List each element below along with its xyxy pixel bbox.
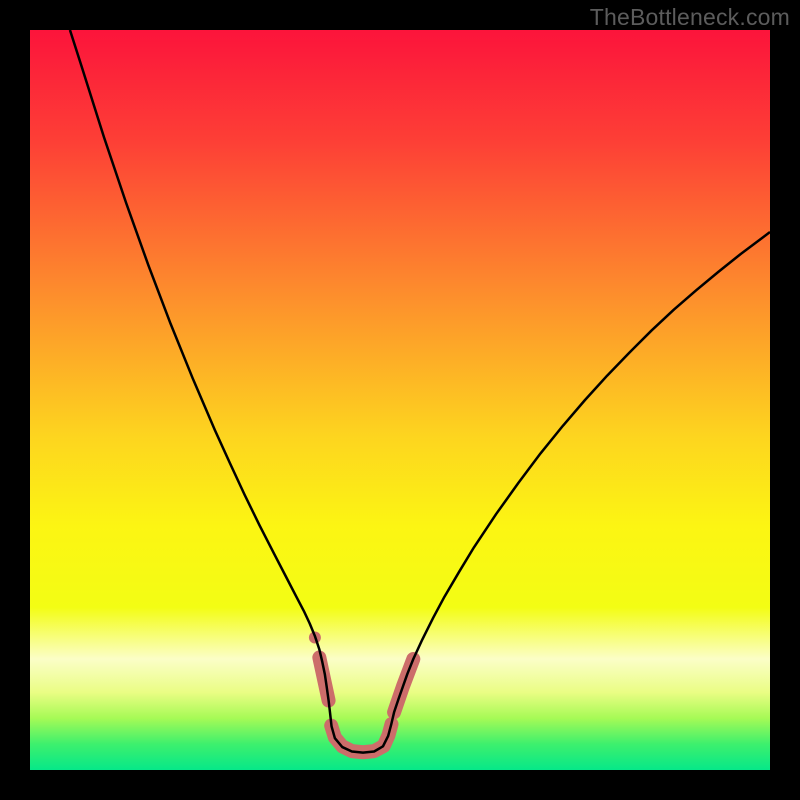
gradient-panel [30,30,770,770]
watermark-text: TheBottleneck.com [590,4,790,31]
chart-root: TheBottleneck.com [0,0,800,800]
chart-svg [0,0,800,800]
